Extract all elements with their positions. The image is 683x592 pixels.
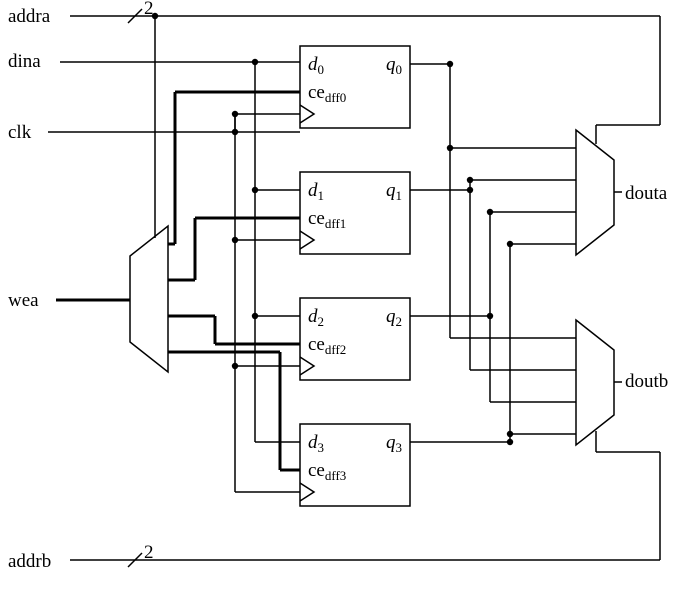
q2-tap-src	[487, 313, 493, 319]
clk-tap1	[232, 237, 238, 243]
q3-tap-a	[507, 241, 513, 247]
q1-tap-src	[467, 187, 473, 193]
addra-tap	[152, 13, 158, 19]
q3-tap-src	[507, 439, 513, 445]
dina-tap1	[252, 187, 258, 193]
q2-tap-a	[487, 209, 493, 215]
dina-label: dina	[8, 51, 41, 72]
addra-label: addra	[8, 6, 51, 27]
mux-b	[576, 320, 614, 445]
circuit-diagram: d0q0cedff0d1q1cedff1d2q2cedff2d3q3cedff3…	[0, 0, 683, 592]
wea-label: wea	[8, 290, 39, 311]
q0-tap-src	[447, 61, 453, 67]
q1-tap-a	[467, 177, 473, 183]
q3-tap-b	[507, 431, 513, 437]
clk-label: clk	[8, 122, 32, 143]
clk-tap2	[232, 363, 238, 369]
mux-a	[576, 130, 614, 255]
addrb-bus-width: 2	[144, 542, 154, 563]
douta-label: douta	[625, 183, 668, 204]
demux	[130, 226, 168, 372]
dina-tap2	[252, 313, 258, 319]
clk-tap0	[232, 111, 238, 117]
clk-tap-in	[232, 129, 238, 135]
dina-tap0	[252, 59, 258, 65]
doutb-label: doutb	[625, 371, 668, 392]
addrb-label: addrb	[8, 551, 51, 572]
q0-tap-a	[447, 145, 453, 151]
